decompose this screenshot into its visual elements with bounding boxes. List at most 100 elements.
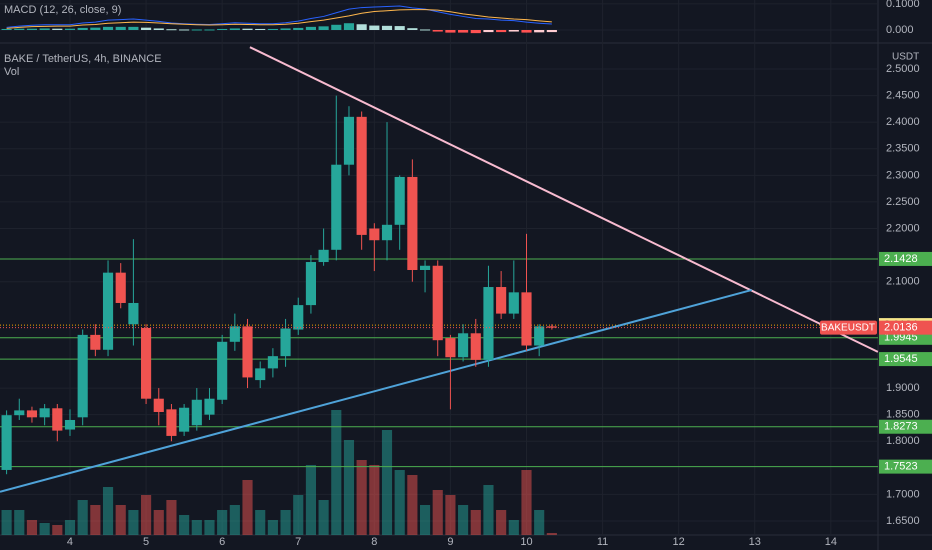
volume-bar (280, 510, 291, 535)
volume-bar (64, 520, 76, 535)
macd-hist-bar (521, 30, 532, 33)
x-tick-label: 13 (749, 536, 761, 548)
macd-hist-bar (394, 26, 405, 30)
macd-hist-bar (293, 27, 304, 30)
candle-body (496, 287, 507, 314)
candle-body (267, 356, 278, 369)
volume-bar (141, 495, 152, 535)
macd-hist-bar (445, 30, 456, 33)
volume-bar (445, 495, 456, 535)
level-label-bg (879, 419, 932, 434)
volume-bar (242, 480, 253, 535)
volume-bar (77, 500, 88, 535)
signal-line (6, 9, 552, 29)
macd-hist-bar (77, 27, 88, 30)
macd-line (6, 5, 552, 28)
y-tick-label: 0.1000 (886, 0, 920, 10)
volume-bar (26, 520, 38, 535)
candle-body (90, 334, 101, 350)
level-label: 1.9945 (884, 332, 918, 344)
candle-body (14, 410, 25, 416)
volume-bar (255, 510, 266, 535)
x-tick-label: 6 (219, 536, 225, 548)
volume-bar (521, 470, 532, 535)
candle-body (191, 399, 202, 426)
candle-body (546, 326, 557, 328)
y-tick-label: 2.3000 (886, 169, 920, 181)
macd-hist-bar (496, 30, 507, 33)
candle-body (64, 419, 76, 430)
volume-label: Vol (4, 66, 19, 78)
candle-body (293, 305, 304, 330)
candle-body (39, 408, 50, 418)
volume-bar (508, 520, 519, 535)
candle-body (153, 398, 164, 412)
macd-hist-bar (458, 30, 469, 33)
macd-hist-bar (102, 26, 114, 30)
macd-hist-bar (255, 28, 266, 30)
macd-hist-bar (356, 24, 367, 30)
volume-bar (496, 510, 507, 535)
volume-bar (318, 500, 329, 535)
volume-bar (204, 520, 215, 535)
volume-bar (432, 490, 443, 535)
candle-body (141, 327, 152, 399)
volume-bar (419, 505, 431, 535)
candle-body (128, 302, 139, 325)
volume-bar (115, 505, 126, 535)
volume-bar (546, 533, 557, 535)
candle-body (217, 341, 228, 400)
volume-bar (166, 500, 177, 535)
level-label: 1.9545 (884, 353, 918, 365)
y-tick-label: 0.000 (886, 24, 914, 36)
level-label: 2.1428 (884, 253, 918, 265)
x-tick-label: 9 (447, 536, 453, 548)
candle-body (369, 228, 380, 241)
volume-bar (102, 487, 114, 535)
candle-body (343, 116, 355, 165)
volume-bar (293, 495, 304, 535)
x-tick-label: 11 (597, 536, 608, 548)
candle-body (534, 326, 545, 346)
y-tick-label: 1.8500 (886, 409, 920, 421)
macd-hist-bar (508, 30, 519, 32)
last-price-label-bg (879, 320, 932, 335)
macd-hist-bar (331, 24, 342, 30)
x-tick-label: 7 (295, 536, 301, 548)
macd-hist-bar (229, 28, 240, 30)
macd-hist-bar (546, 30, 557, 33)
x-tick-label: 12 (673, 536, 685, 548)
x-tick-label: 10 (520, 536, 532, 548)
candle-body (458, 333, 469, 358)
candle-body (483, 287, 494, 360)
macd-hist-bar (534, 30, 545, 33)
candle-body (356, 116, 367, 235)
macd-hist-bar (166, 29, 177, 31)
level-label: 1.7523 (884, 461, 918, 473)
macd-hist-bar (267, 28, 278, 30)
y-tick-label: 2.3500 (886, 143, 920, 155)
candle-body (331, 164, 342, 250)
volume-bar (14, 510, 25, 535)
currency-label: USDT (892, 52, 919, 63)
volume-bar (331, 410, 342, 535)
macd-hist-bar (179, 29, 190, 31)
volume-bar (90, 505, 101, 535)
candle-body (394, 176, 405, 225)
candle-body (419, 265, 431, 271)
candle-body (432, 265, 443, 341)
chart-title: BAKE / TetherUS, 4h, BINANCE (4, 53, 162, 65)
macd-hist-bar (305, 26, 316, 30)
volume-bar (458, 505, 469, 535)
volume-bar (179, 515, 190, 535)
volume-bar (128, 510, 139, 535)
y-tick-label: 2.1000 (886, 276, 920, 288)
candle-body (470, 333, 481, 360)
trendline (249, 46, 879, 353)
volume-bar (356, 460, 367, 535)
candle-body (255, 368, 266, 381)
y-tick-label: 2.2500 (886, 196, 920, 208)
candle-body (229, 326, 240, 342)
